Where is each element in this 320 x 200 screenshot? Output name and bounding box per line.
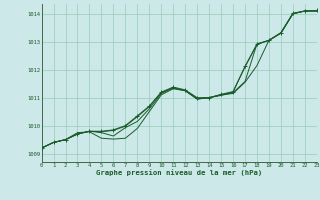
X-axis label: Graphe pression niveau de la mer (hPa): Graphe pression niveau de la mer (hPa) xyxy=(96,170,262,176)
